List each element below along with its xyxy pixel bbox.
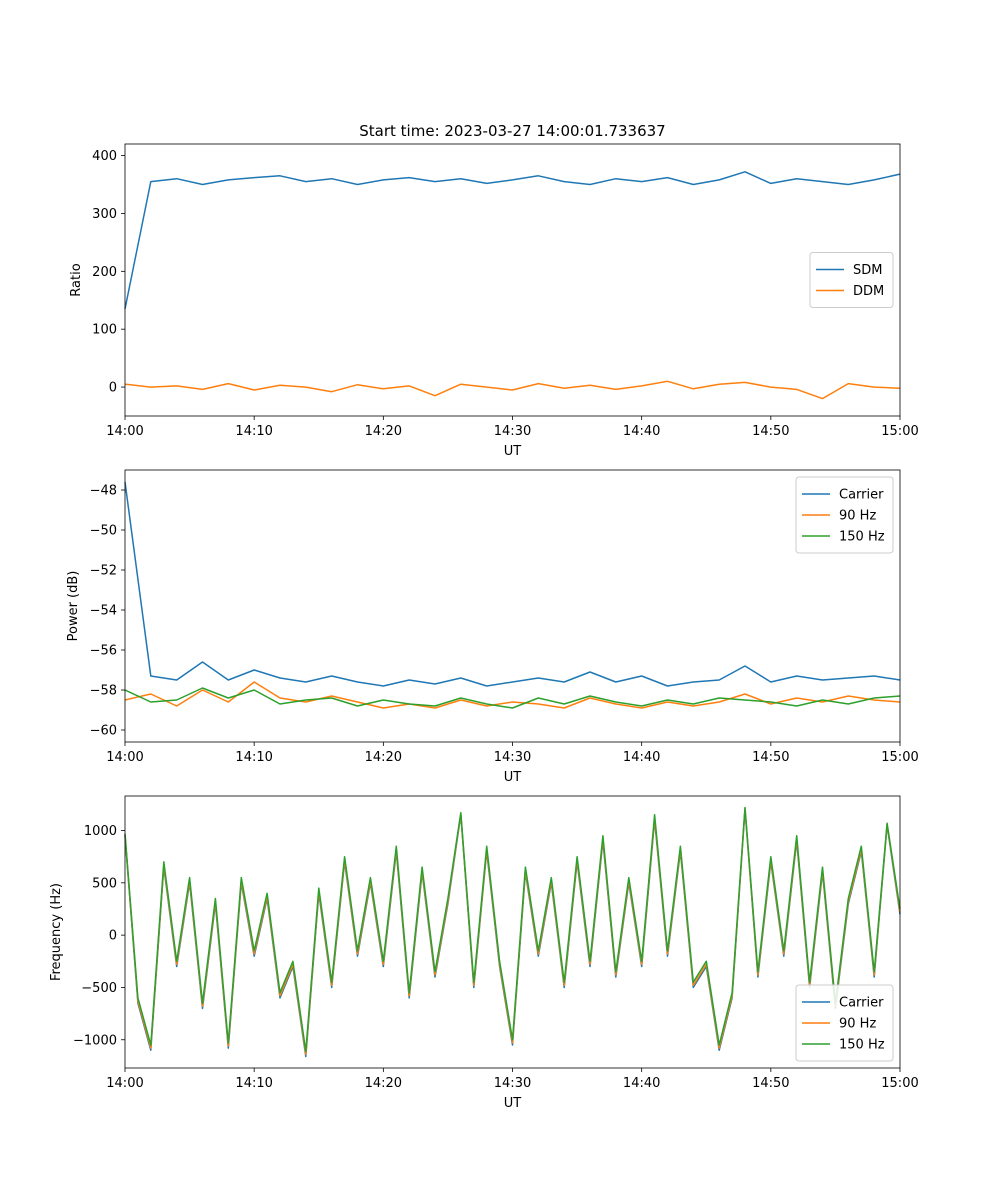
x-tick-label: 14:20: [365, 1076, 402, 1091]
x-tick-label: 14:50: [752, 750, 789, 765]
y-tick-label: −60: [90, 724, 117, 739]
series-line-carrier: [124, 808, 901, 1058]
x-tick-label: 14:00: [106, 1076, 143, 1091]
panel-2: 14:00 14:10 14:20 14:30 14:40 14:50 15:00 −60 −5…: [66, 469, 919, 785]
legend-box: [795, 984, 894, 1062]
y-axis-label: Frequency (Hz): [49, 883, 64, 981]
y-tick-label: 1000: [84, 824, 117, 839]
y-tick-label: −56: [90, 644, 117, 659]
x-tick-label: 14:00: [106, 424, 143, 439]
y-tick-label: 300: [92, 207, 117, 222]
x-axis-label: UT: [504, 1096, 522, 1111]
y-tick-label: −500: [81, 981, 117, 996]
x-tick-label: 14:40: [623, 750, 660, 765]
series-line-ddm: [124, 380, 901, 400]
y-tick-label: 400: [92, 149, 117, 164]
x-tick-label: 14:20: [365, 424, 402, 439]
y-axis-label: Power (dB): [66, 571, 81, 642]
figure-title: Start time: 2023-03-27 14:00:01.733637: [359, 122, 665, 140]
x-axis-label: UT: [504, 770, 522, 785]
legend-box: [795, 476, 894, 554]
series-line-carrier: [124, 481, 901, 687]
y-tick-label: 0: [109, 929, 117, 944]
series-line-sdm: [124, 171, 901, 310]
legend: SDM DDM: [809, 252, 894, 308]
series-line-90-hz: [124, 807, 901, 1056]
y-axis-label: Ratio: [69, 263, 84, 296]
x-tick-label: 14:10: [235, 424, 272, 439]
x-tick-label: 15:00: [881, 750, 918, 765]
x-axis-label: UT: [504, 444, 522, 459]
legend-label: 90 Hz: [839, 509, 876, 524]
legend-label: 90 Hz: [839, 1017, 876, 1032]
series-line-150-hz: [124, 687, 901, 709]
y-tick-label: −52: [90, 564, 117, 579]
legend-label: SDM: [853, 263, 882, 278]
axes-frame: [124, 143, 901, 417]
series-line-90-hz: [124, 681, 901, 709]
y-tick-label: 100: [92, 323, 117, 338]
x-tick-label: 14:00: [106, 750, 143, 765]
y-tick-label: −1000: [73, 1033, 117, 1048]
y-tick-label: 0: [109, 381, 117, 396]
x-tick-label: 15:00: [881, 424, 918, 439]
x-tick-label: 14:30: [494, 750, 531, 765]
panel-3: 14:00 14:10 14:20 14:30 14:40 14:50 15:00 −1000…: [49, 795, 919, 1111]
series-line-150-hz: [124, 806, 901, 1053]
y-tick-label: −48: [90, 484, 117, 499]
y-tick-label: −50: [90, 524, 117, 539]
legend-label: Carrier: [839, 488, 884, 503]
x-tick-label: 14:50: [752, 424, 789, 439]
x-tick-label: 14:20: [365, 750, 402, 765]
legend: Carrier 90 Hz 150 Hz: [795, 984, 894, 1062]
legend-label: DDM: [853, 284, 884, 299]
x-tick-label: 14:30: [494, 424, 531, 439]
legend-label: 150 Hz: [839, 530, 885, 545]
panel-1: 14:00 14:10 14:20 14:30 14:40 14:50 15:00 0 100 2…: [69, 143, 919, 459]
x-tick-label: 14:40: [623, 1076, 660, 1091]
legend-label: Carrier: [839, 996, 884, 1011]
axes-frame: [124, 795, 901, 1069]
x-tick-label: 14:10: [235, 750, 272, 765]
y-tick-label: 500: [92, 876, 117, 891]
x-tick-label: 14:50: [752, 1076, 789, 1091]
x-tick-label: 14:10: [235, 1076, 272, 1091]
x-tick-label: 15:00: [881, 1076, 918, 1091]
x-tick-label: 14:30: [494, 1076, 531, 1091]
legend: Carrier 90 Hz 150 Hz: [795, 476, 894, 554]
legend-box: [809, 252, 894, 308]
legend-label: 150 Hz: [839, 1038, 885, 1053]
y-tick-label: 200: [92, 265, 117, 280]
y-tick-label: −58: [90, 684, 117, 699]
y-tick-label: −54: [90, 604, 117, 619]
x-tick-label: 14:40: [623, 424, 660, 439]
